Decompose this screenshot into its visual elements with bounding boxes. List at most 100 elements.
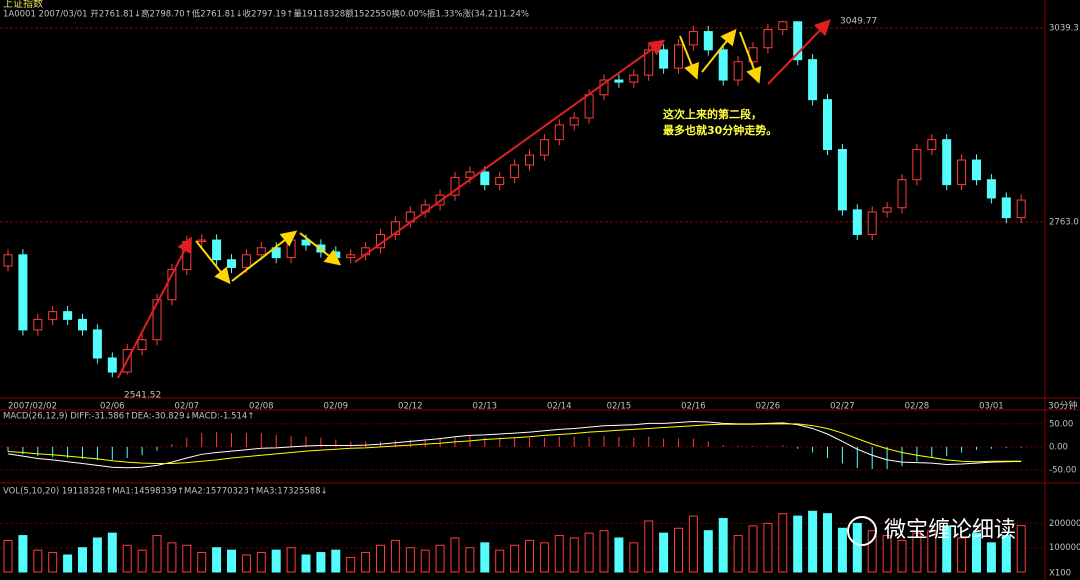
candle-body <box>197 239 207 242</box>
candle-body <box>718 49 728 81</box>
volume-bar <box>107 532 117 573</box>
candle-body <box>957 159 967 186</box>
candle-body <box>3 254 13 267</box>
volume-bar <box>882 535 892 573</box>
y-tick-label: 50.00 <box>1049 419 1073 429</box>
volume-bar <box>48 552 58 573</box>
volume-bar <box>286 547 296 573</box>
volume-bar <box>897 539 907 573</box>
volume-bar <box>167 542 177 573</box>
candle-body <box>212 239 222 261</box>
candle-body <box>1001 197 1011 219</box>
volume-bar <box>808 510 818 573</box>
volume-bar <box>718 518 728 573</box>
candle-body <box>852 209 862 235</box>
macd-line <box>7 421 1022 469</box>
volume-bar <box>569 537 579 573</box>
volume-bar <box>18 535 28 573</box>
volume-bar <box>584 532 594 573</box>
volume-bar <box>748 525 758 573</box>
x-tick-label: 02/26 <box>756 402 781 412</box>
candle-body <box>78 318 87 331</box>
x-tick-label: 02/27 <box>830 402 855 412</box>
candle-body <box>614 79 624 83</box>
volume-bar <box>554 535 564 573</box>
volume-bar <box>972 532 981 573</box>
volume-bar <box>301 554 311 573</box>
candle-body <box>301 239 311 246</box>
volume-bar <box>435 544 445 573</box>
volume-bar <box>78 547 87 573</box>
x-tick-label: 02/07 <box>175 402 200 412</box>
volume-bar <box>525 539 534 573</box>
candle-body <box>18 254 28 331</box>
candle-body <box>241 254 251 268</box>
volume-bar <box>182 544 192 573</box>
x-tick-label: 02/06 <box>100 402 125 412</box>
volume-bar <box>599 530 609 573</box>
volume-bar <box>495 549 505 573</box>
candle-body <box>63 311 73 320</box>
chart-title: 上证指数 <box>3 0 43 10</box>
volume-bar <box>763 522 773 573</box>
volume-bar <box>450 537 460 573</box>
candle-body <box>495 177 505 186</box>
y-tick-label: 2763.0 <box>1049 217 1079 227</box>
volume-bar <box>361 552 371 573</box>
candle-body <box>972 159 981 181</box>
candle-body <box>167 269 177 301</box>
y-tick-label: 0.00 <box>1049 442 1068 452</box>
volume-bar <box>390 539 400 573</box>
volume-bar <box>3 539 13 573</box>
volume-bar <box>256 552 266 573</box>
volume-bar <box>331 549 341 573</box>
volume-bar <box>927 530 937 573</box>
candle-body <box>584 94 594 119</box>
volume-bar <box>733 535 743 573</box>
annotation: 最多也就30分钟走势。 <box>663 123 777 137</box>
volume-bar <box>510 544 520 573</box>
unit-label: X100 <box>1049 569 1071 579</box>
x-tick-label: 02/15 <box>607 402 632 412</box>
candle-body <box>346 254 356 259</box>
volume-bar <box>405 547 415 573</box>
candle-body <box>912 149 922 181</box>
x-tick-label: 02/12 <box>398 402 423 412</box>
volume-bar <box>852 522 862 573</box>
volume-bar <box>793 515 803 573</box>
volume-bar <box>629 542 639 573</box>
volume-bar <box>316 552 326 573</box>
volume-bar <box>986 542 996 573</box>
volume-bar <box>63 554 73 573</box>
candle-body <box>793 21 803 61</box>
period-label: 30分钟 <box>1048 400 1077 412</box>
volume-bar <box>674 527 683 573</box>
volume-bar <box>122 544 132 573</box>
candle-body <box>480 171 490 186</box>
candle-body <box>390 221 400 235</box>
volume-bar <box>152 535 162 573</box>
x-tick-label: 02/08 <box>249 402 274 412</box>
candle-body <box>331 251 341 259</box>
candle-body <box>510 164 520 179</box>
volume-bar <box>1016 525 1026 573</box>
arrows <box>117 19 831 379</box>
volume-bar <box>912 532 922 573</box>
volume-bar <box>837 527 847 573</box>
watermark-text: 微宝缠论细读 <box>884 518 1016 543</box>
candle-body <box>554 124 564 141</box>
volume-bar <box>823 513 832 573</box>
volume-bar <box>420 549 430 573</box>
candle-body <box>569 117 579 126</box>
volume-bar <box>778 513 788 573</box>
candle-body <box>107 357 117 373</box>
volume-bar <box>197 552 207 573</box>
candle-body <box>927 139 937 151</box>
candle-body <box>286 239 296 259</box>
volume-bar <box>137 549 147 573</box>
macd-title: MACD(26,12,9) DIFF:-31.586↑DEA:-30.829↓M… <box>3 412 254 422</box>
volume-bar <box>480 542 490 573</box>
candle-body <box>92 329 102 359</box>
volume-bar <box>227 549 236 573</box>
